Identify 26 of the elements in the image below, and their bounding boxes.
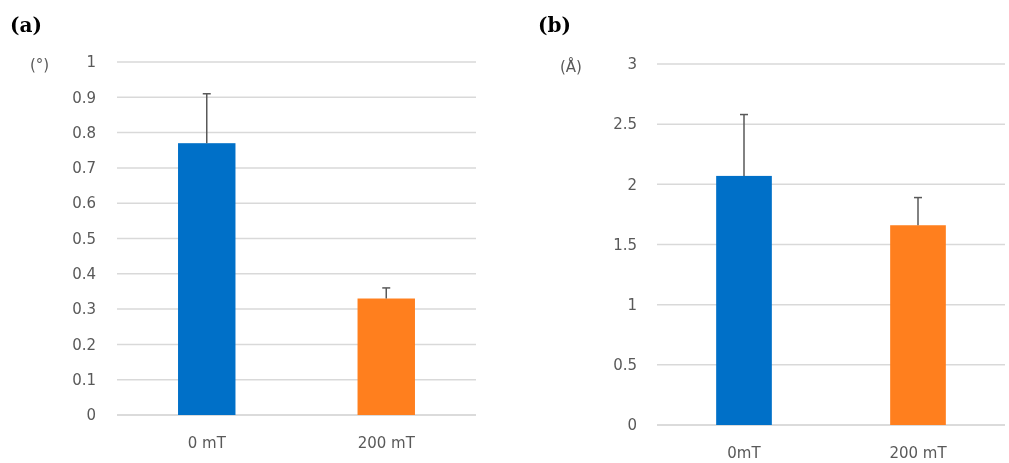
y-tick-label: 1.5 (613, 235, 637, 254)
y-tick-label: 0.5 (72, 229, 96, 248)
x-tick-label: 200 mT (889, 444, 948, 462)
chart-title: (b) (538, 13, 571, 37)
y-tick-label: 2 (627, 175, 637, 194)
chart-title: (a) (10, 13, 42, 37)
x-tick-label: 0 mT (187, 434, 227, 452)
x-tick-label: 0mT (727, 444, 762, 462)
y-tick-label: 0.9 (72, 88, 96, 107)
y-tick-label: 1 (86, 53, 96, 72)
y-tick-label: 3 (627, 55, 637, 74)
y-axis-title: (°) (30, 56, 50, 74)
y-tick-label: 0 (86, 406, 96, 425)
y-tick-label: 0.2 (72, 335, 96, 354)
y-tick-label: 2.5 (613, 115, 637, 134)
x-tick-label: 200 mT (357, 434, 416, 452)
y-tick-label: 0.7 (72, 159, 96, 178)
y-tick-label: 0.8 (72, 123, 96, 142)
y-tick-label: 0.4 (72, 265, 96, 284)
y-tick-label: 0.3 (72, 300, 96, 319)
y-tick-label: 0.5 (613, 356, 637, 375)
y-axis-title: (Å) (560, 57, 582, 76)
y-tick-label: 0 (627, 416, 637, 435)
y-tick-label: 0.6 (72, 194, 96, 213)
y-tick-label: 1 (627, 295, 637, 314)
y-tick-label: 0.1 (72, 370, 96, 389)
